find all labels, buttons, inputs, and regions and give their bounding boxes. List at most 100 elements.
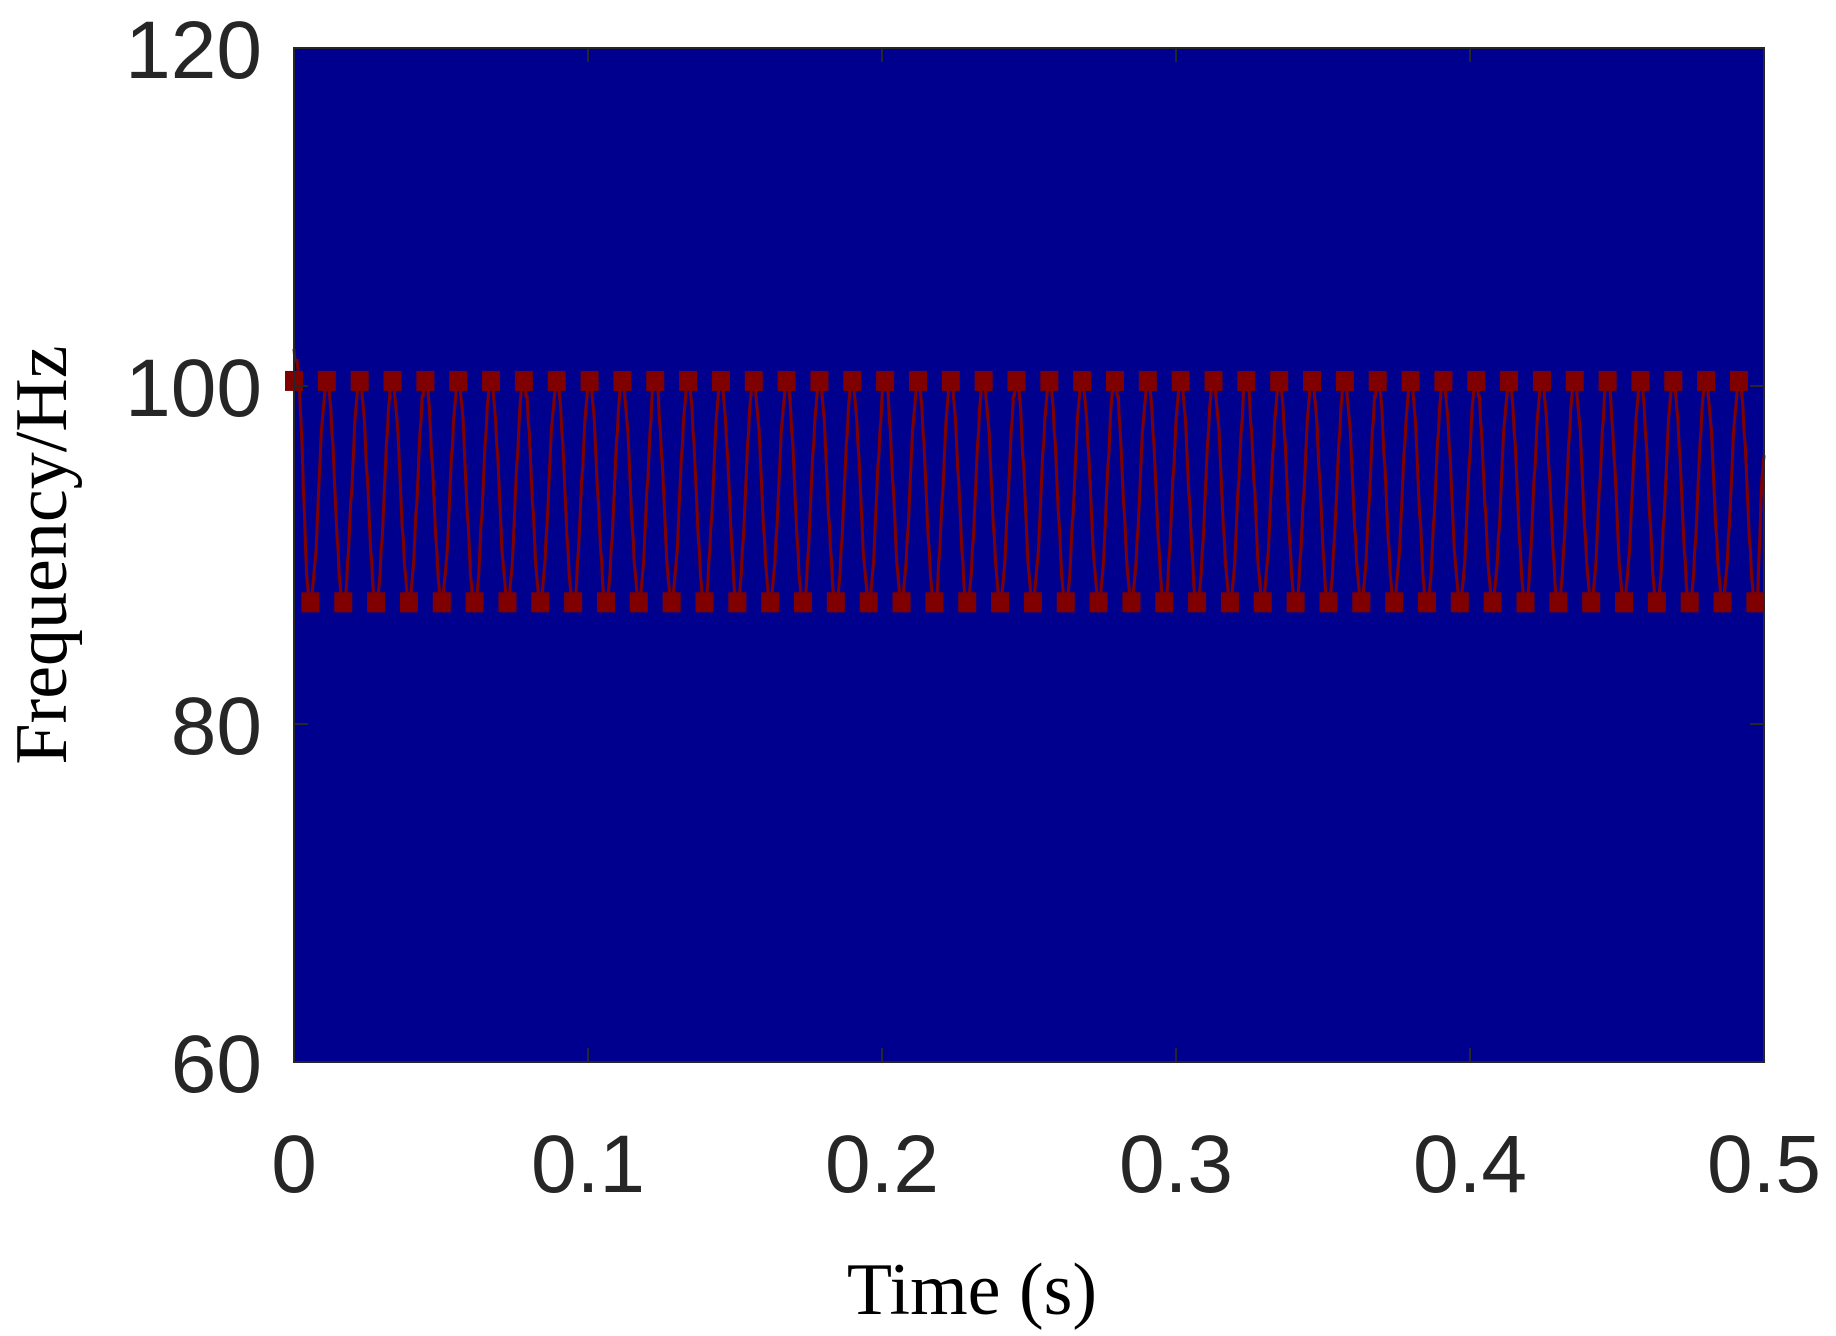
ridge-peak-mark (1237, 370, 1256, 391)
ridge-trough-mark (991, 592, 1010, 613)
ridge-peak-mark (1401, 370, 1420, 391)
ridge-trough-mark (1122, 592, 1141, 613)
ridge-trough-mark (1056, 592, 1075, 613)
ridge-peak-mark (482, 370, 501, 391)
ridge-peak-mark (1467, 370, 1486, 391)
ridge-peak-mark (744, 370, 763, 391)
ridge-trough-mark (1023, 592, 1042, 613)
ridge-trough-mark (1450, 592, 1469, 613)
ridge-peak-mark (580, 370, 599, 391)
ridge-trough-mark (432, 592, 451, 613)
ridge-trough-mark (596, 592, 615, 613)
ridge-peak-mark (1040, 370, 1059, 391)
ridge-peak-mark (350, 370, 369, 391)
ridge-trough-mark (728, 592, 747, 613)
ridge-trough-mark (564, 592, 583, 613)
ridge-trough-mark (1713, 592, 1732, 613)
ridge-peak-mark (1138, 370, 1157, 391)
ridge-peak-mark (449, 370, 468, 391)
x-tick-label: 0.1 (531, 1119, 645, 1210)
x-tick-marks (293, 48, 1765, 1062)
x-tick-label: 0.5 (1707, 1119, 1821, 1210)
ridge-peak-mark (810, 370, 829, 391)
ridge-trough-mark (892, 592, 911, 613)
ridge-peak-mark (941, 370, 960, 391)
ridge-layer (285, 348, 1766, 613)
ridge-trough-mark (531, 592, 550, 613)
ridge-peak-mark (679, 370, 698, 391)
ridge-trough-mark (1155, 592, 1174, 613)
ridge-peak-mark (1335, 370, 1354, 391)
ridge-peak-mark (514, 370, 533, 391)
ridge-trough-mark (1417, 592, 1436, 613)
ridge-trough-mark (1352, 592, 1371, 613)
ridge-trough-mark (826, 592, 845, 613)
ridge-trough-mark (1286, 592, 1305, 613)
ridge-peak-mark (843, 370, 862, 391)
ridge-peak-mark (876, 370, 895, 391)
ridge-trough-mark (301, 592, 320, 613)
y-tick-labels: 60 80 100 120 (125, 5, 262, 1110)
y-tick-label: 120 (125, 5, 262, 96)
ridge-trough-mark (1319, 592, 1338, 613)
ridge-peak-mark (547, 370, 566, 391)
ridge-trough-mark (1516, 592, 1535, 613)
ridge-trough-mark (1582, 592, 1601, 613)
ridge-peak-mark (1270, 370, 1289, 391)
y-tick-label: 100 (125, 343, 262, 434)
ridge-peak-mark (646, 370, 665, 391)
ridge-peak-mark (1007, 370, 1026, 391)
ridge-peak-mark (1105, 370, 1124, 391)
ridge-trough-mark (794, 592, 813, 613)
ridge-peak-mark (1303, 370, 1322, 391)
ridge-peak-mark (1532, 370, 1551, 391)
ridge-peak-mark (317, 370, 336, 391)
x-tick-label: 0 (271, 1119, 317, 1210)
ridge-peak-mark (1729, 370, 1748, 391)
y-axis-title: Frequency/Hz (1, 345, 83, 764)
ridge-trough-mark (859, 592, 878, 613)
ridge-trough-mark (761, 592, 780, 613)
ridge-trough-mark (1089, 592, 1108, 613)
ridge-peak-mark (1073, 370, 1092, 391)
x-tick-label: 0.3 (1119, 1119, 1233, 1210)
ridge-trough-mark (1483, 592, 1502, 613)
ridge-peak-mark (1664, 370, 1683, 391)
ridge-trough-mark (1647, 592, 1666, 613)
ridge-peak-mark (711, 370, 730, 391)
ridge-trough-mark (1615, 592, 1634, 613)
ridge-peak-mark (974, 370, 993, 391)
ridge-trough-mark (958, 592, 977, 613)
x-axis-title: Time (s) (847, 1249, 1097, 1331)
ridge-peak-mark (1500, 370, 1519, 391)
ridge-peak-mark (1171, 370, 1190, 391)
ridge-trough-mark (1549, 592, 1568, 613)
ridge-peak-mark (383, 370, 402, 391)
ridge-trough-mark (1680, 592, 1699, 613)
ridge-trough-mark (695, 592, 714, 613)
ridge-peak-mark (1631, 370, 1650, 391)
ridge-trough-mark (1385, 592, 1404, 613)
ridge-trough-mark (1253, 592, 1272, 613)
ridge-peak-mark (1368, 370, 1387, 391)
x-tick-label: 0.4 (1413, 1119, 1527, 1210)
ridge-peak-mark (613, 370, 632, 391)
ridge-peak-mark (1204, 370, 1223, 391)
y-tick-label: 60 (171, 1019, 262, 1110)
x-tick-label: 0.2 (825, 1119, 939, 1210)
ridge-trough-mark (367, 592, 386, 613)
ridge-peak-mark (1434, 370, 1453, 391)
ridge-peak-mark (416, 370, 435, 391)
ridge-trough-mark (629, 592, 648, 613)
ridge-trough-mark (465, 592, 484, 613)
plot-frame (293, 47, 1765, 1063)
ridge-trough-mark (399, 592, 418, 613)
ridge-trough-mark (1188, 592, 1207, 613)
ridge-trough-mark (498, 592, 517, 613)
ridge-trough-mark (1746, 592, 1765, 613)
ridge-trough-mark (662, 592, 681, 613)
ridge-peak-mark (777, 370, 796, 391)
ridge-peak-mark (1697, 370, 1716, 391)
ridge-trough-mark (1220, 592, 1239, 613)
